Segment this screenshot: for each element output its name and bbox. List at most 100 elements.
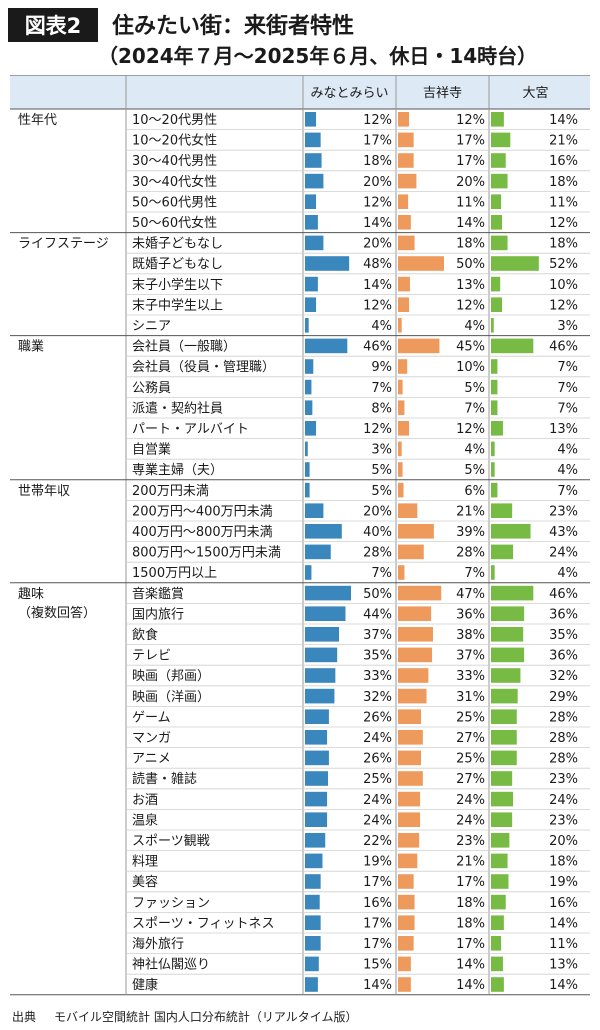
bar-3	[491, 771, 513, 786]
value-label: 28%	[456, 546, 485, 561]
bar-1	[305, 771, 328, 786]
value-label: 13%	[549, 422, 578, 437]
bar-3	[491, 194, 502, 209]
bar-2	[398, 688, 427, 704]
series-header: 吉祥寺	[423, 86, 462, 101]
bar-2	[398, 153, 414, 168]
bar-1	[305, 647, 338, 663]
bar-1	[305, 462, 310, 477]
bar-1	[305, 132, 321, 148]
bar-2	[398, 956, 411, 972]
row-label: 200万円未満	[132, 484, 209, 499]
row-label: 健康	[132, 977, 158, 993]
row-label: 400万円〜800万円未満	[132, 525, 273, 540]
value-label: 4%	[371, 319, 392, 334]
row-label: 読書・雑誌	[132, 771, 197, 787]
value-label: 24%	[456, 813, 485, 828]
value-label: 13%	[456, 278, 485, 293]
bar-1	[305, 482, 310, 498]
value-label: 18%	[456, 916, 485, 931]
value-label: 25%	[363, 772, 392, 787]
bar-3	[491, 462, 495, 477]
value-label: 35%	[363, 649, 392, 664]
bar-3	[491, 977, 504, 992]
bar-1	[305, 915, 321, 930]
bar-3	[491, 276, 501, 292]
value-label: 17%	[456, 134, 485, 149]
bar-1	[305, 194, 317, 209]
bar-3	[491, 297, 503, 312]
value-label: 17%	[456, 937, 485, 952]
bar-1	[305, 688, 335, 704]
bar-1	[305, 668, 336, 683]
bar-3	[491, 400, 498, 415]
row-label: パート・アルバイト	[132, 422, 249, 437]
value-label: 21%	[549, 134, 578, 149]
value-label: 17%	[363, 937, 392, 952]
bar-1	[305, 318, 309, 333]
value-label: 23%	[549, 772, 578, 787]
bar-1	[305, 936, 321, 951]
value-label: 14%	[363, 278, 392, 293]
bar-3	[491, 441, 495, 457]
value-label: 4%	[464, 443, 485, 458]
bar-1	[305, 359, 314, 374]
value-label: 10%	[549, 278, 578, 293]
value-label: 5%	[371, 463, 392, 478]
bar-1	[305, 565, 312, 580]
value-label: 11%	[549, 195, 578, 210]
value-label: 39%	[456, 525, 485, 540]
bar-2	[398, 338, 440, 354]
bar-2	[398, 112, 410, 127]
value-label: 24%	[363, 813, 392, 828]
bar-2	[398, 194, 409, 209]
bar-2	[398, 585, 442, 601]
bar-1	[305, 112, 317, 127]
value-label: 28%	[549, 710, 578, 725]
value-label: 9%	[371, 360, 392, 375]
value-label: 43%	[549, 525, 578, 540]
row-label: 専業主婦（夫）	[132, 462, 223, 478]
bar-3	[491, 318, 494, 333]
bar-3	[491, 833, 510, 848]
bar-3	[491, 565, 495, 580]
bar-3	[491, 482, 498, 498]
bar-2	[398, 730, 423, 745]
bar-1	[305, 503, 324, 518]
bar-1	[305, 421, 317, 436]
value-label: 20%	[363, 175, 392, 190]
bar-3	[491, 153, 506, 168]
bar-1	[305, 709, 329, 724]
bar-2	[398, 400, 405, 415]
row-label: 温泉	[132, 812, 158, 828]
bar-2	[398, 853, 418, 869]
value-label: 20%	[549, 834, 578, 849]
row-label: スポーツ・フィットネス	[132, 916, 274, 931]
bar-2	[398, 709, 421, 724]
value-label: 29%	[549, 690, 578, 705]
row-label: 神社仏閣巡り	[132, 957, 210, 973]
value-label: 12%	[456, 298, 485, 313]
value-label: 7%	[371, 381, 392, 396]
bar-2	[398, 235, 415, 251]
value-label: 26%	[363, 752, 392, 767]
bar-3	[491, 544, 514, 560]
value-label: 12%	[363, 422, 392, 437]
bar-2	[398, 647, 433, 663]
row-label: ファッション	[132, 896, 210, 911]
value-label: 27%	[456, 731, 485, 746]
value-label: 52%	[549, 257, 578, 272]
row-label: スポーツ観戦	[132, 834, 210, 849]
value-label: 45%	[456, 340, 485, 355]
value-label: 31%	[456, 690, 485, 705]
bar-1	[305, 585, 351, 601]
value-label: 12%	[363, 113, 392, 128]
value-label: 4%	[464, 319, 485, 334]
value-label: 14%	[456, 958, 485, 973]
value-label: 3%	[371, 443, 392, 458]
bar-1	[305, 173, 324, 189]
value-label: 47%	[456, 587, 485, 602]
value-label: 20%	[456, 175, 485, 190]
row-label: 料理	[132, 855, 158, 870]
bar-1	[305, 441, 308, 457]
